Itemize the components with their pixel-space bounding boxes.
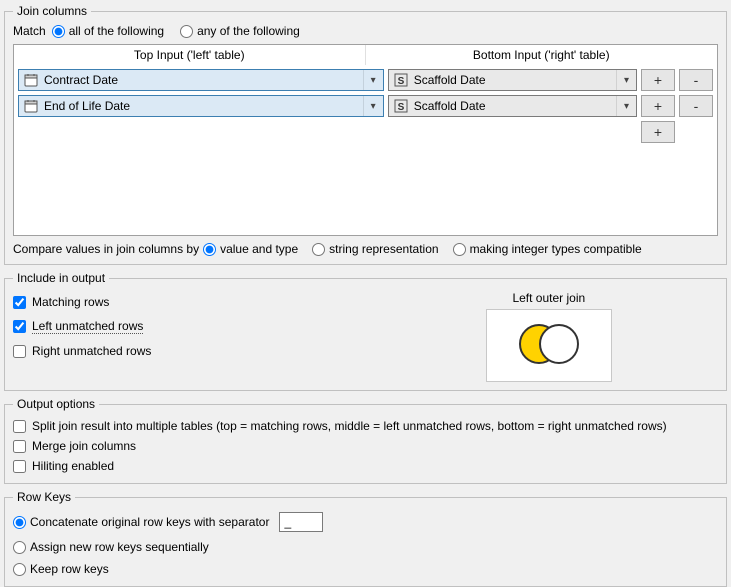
hiliting-label[interactable]: Hiliting enabled xyxy=(32,459,114,473)
remove-row-button[interactable]: - xyxy=(679,95,713,117)
join-row: End of Life Date ▾ S Scaffold Date ▾ + - xyxy=(14,93,717,119)
date-icon xyxy=(22,97,40,115)
join-columns-group: Join columns Match all of the following … xyxy=(4,4,727,265)
right-column-value: Scaffold Date xyxy=(410,73,616,87)
chevron-down-icon: ▾ xyxy=(363,96,383,116)
match-row: Match all of the following any of the fo… xyxy=(13,24,718,38)
chevron-down-icon: ▾ xyxy=(363,70,383,90)
keep-rowkeys-label[interactable]: Keep row keys xyxy=(30,562,109,576)
left-column-value: Contract Date xyxy=(40,73,363,87)
left-column-dropdown[interactable]: End of Life Date ▾ xyxy=(18,95,384,117)
right-unmatched-checkbox[interactable] xyxy=(13,345,26,358)
compare-integer-label[interactable]: making integer types compatible xyxy=(470,242,642,256)
compare-value-type-radio[interactable] xyxy=(203,243,216,256)
join-grid-header: Top Input ('left' table) Bottom Input ('… xyxy=(14,45,717,65)
assign-rowkeys-radio[interactable] xyxy=(13,541,26,554)
add-row-button[interactable]: + xyxy=(641,95,675,117)
compare-integer-radio[interactable] xyxy=(453,243,466,256)
join-columns-legend: Join columns xyxy=(13,4,91,18)
compare-row: Compare values in join columns by value … xyxy=(13,242,718,256)
left-unmatched-label[interactable]: Left unmatched rows xyxy=(32,319,143,334)
output-options-legend: Output options xyxy=(13,397,99,411)
include-output-legend: Include in output xyxy=(13,271,109,285)
add-row-button[interactable]: + xyxy=(641,69,675,91)
header-right: Bottom Input ('right' table) xyxy=(366,45,718,65)
match-all-radio[interactable] xyxy=(52,25,65,38)
left-column-value: End of Life Date xyxy=(40,99,363,113)
right-column-value: Scaffold Date xyxy=(410,99,616,113)
matching-rows-label[interactable]: Matching rows xyxy=(32,295,109,309)
compare-string-radio[interactable] xyxy=(312,243,325,256)
date-icon xyxy=(22,71,40,89)
match-label: Match xyxy=(13,24,46,38)
hiliting-checkbox[interactable] xyxy=(13,460,26,473)
merge-join-label[interactable]: Merge join columns xyxy=(32,439,136,453)
string-icon: S xyxy=(392,71,410,89)
compare-value-type-label[interactable]: value and type xyxy=(220,242,298,256)
merge-join-checkbox[interactable] xyxy=(13,440,26,453)
output-options-group: Output options Split join result into mu… xyxy=(4,397,727,484)
compare-string-label[interactable]: string representation xyxy=(329,242,438,256)
right-column-dropdown[interactable]: S Scaffold Date ▾ xyxy=(388,69,637,91)
right-column-dropdown[interactable]: S Scaffold Date ▾ xyxy=(388,95,637,117)
match-any-radio[interactable] xyxy=(180,25,193,38)
keep-rowkeys-radio[interactable] xyxy=(13,563,26,576)
row-keys-group: Row Keys Concatenate original row keys w… xyxy=(4,490,727,587)
separator-input[interactable] xyxy=(279,512,323,532)
match-all-label[interactable]: all of the following xyxy=(69,24,164,38)
assign-rowkeys-label[interactable]: Assign new row keys sequentially xyxy=(30,540,209,554)
include-output-group: Include in output Matching rows Left unm… xyxy=(4,271,727,391)
join-grid-body: Contract Date ▾ S Scaffold Date ▾ + - xyxy=(14,65,717,235)
matching-rows-checkbox[interactable] xyxy=(13,296,26,309)
join-grid: Top Input ('left' table) Bottom Input ('… xyxy=(13,44,718,236)
join-row: Contract Date ▾ S Scaffold Date ▾ + - xyxy=(14,67,717,93)
include-checkboxes: Matching rows Left unmatched rows Right … xyxy=(13,291,380,382)
right-unmatched-label[interactable]: Right unmatched rows xyxy=(32,344,151,358)
left-unmatched-checkbox[interactable] xyxy=(13,320,26,333)
string-icon: S xyxy=(392,97,410,115)
venn-diagram xyxy=(486,309,612,382)
concat-rowkeys-radio[interactable] xyxy=(13,516,26,529)
venn-title: Left outer join xyxy=(380,291,718,305)
remove-row-button[interactable]: - xyxy=(679,69,713,91)
left-column-dropdown[interactable]: Contract Date ▾ xyxy=(18,69,384,91)
venn-area: Left outer join xyxy=(380,291,718,382)
header-left: Top Input ('left' table) xyxy=(14,45,366,65)
svg-text:S: S xyxy=(397,76,404,87)
add-row-button[interactable]: + xyxy=(641,121,675,143)
split-result-label[interactable]: Split join result into multiple tables (… xyxy=(32,419,667,433)
svg-text:S: S xyxy=(397,102,404,113)
row-keys-legend: Row Keys xyxy=(13,490,75,504)
concat-rowkeys-label[interactable]: Concatenate original row keys with separ… xyxy=(30,515,269,529)
match-any-label[interactable]: any of the following xyxy=(197,24,300,38)
compare-label: Compare values in join columns by xyxy=(13,242,199,256)
chevron-down-icon: ▾ xyxy=(616,70,636,90)
add-row-footer: + xyxy=(14,119,717,145)
chevron-down-icon: ▾ xyxy=(616,96,636,116)
split-result-checkbox[interactable] xyxy=(13,420,26,433)
